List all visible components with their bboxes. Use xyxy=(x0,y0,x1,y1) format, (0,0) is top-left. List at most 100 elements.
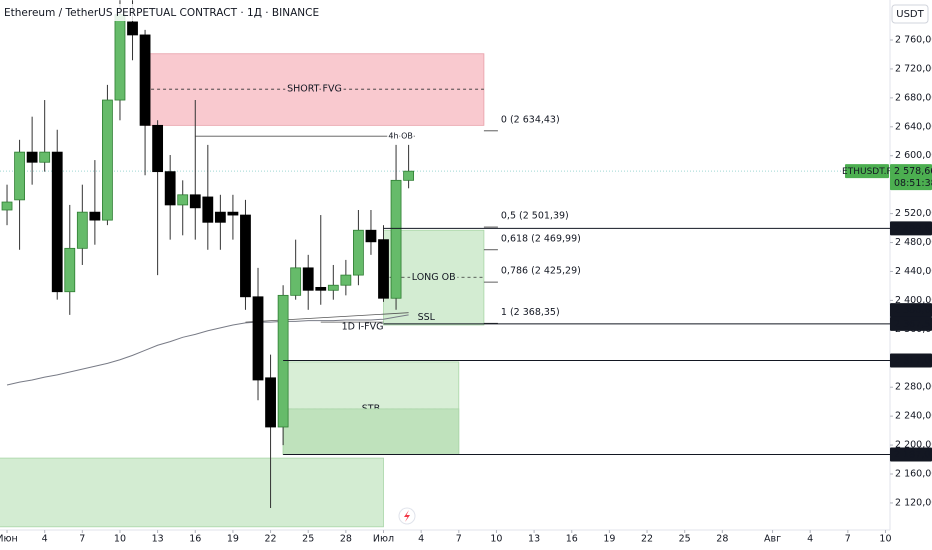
candle-body xyxy=(89,211,101,221)
x-tick-label: 13 xyxy=(528,534,540,545)
candle-body xyxy=(327,284,339,291)
x-tick-label: 10 xyxy=(879,534,891,545)
x-tick-label: 22 xyxy=(265,534,277,545)
x-tick-label: 16 xyxy=(189,534,201,545)
fib-label: 0,786 (2 425,29) xyxy=(501,266,581,277)
y-tick-label: 2 200,00 xyxy=(895,440,932,451)
price-tag xyxy=(890,316,932,331)
x-tick-label: Июн xyxy=(0,534,18,545)
price-tag-label: 2 317,00 xyxy=(894,355,932,366)
candle-body xyxy=(51,151,63,293)
x-tick-label: 10 xyxy=(490,534,502,545)
candle-body xyxy=(164,171,176,206)
candle-body xyxy=(177,194,189,206)
candle-body xyxy=(14,151,25,201)
y-tick-label: 2 160,00 xyxy=(895,469,932,480)
price-tag xyxy=(890,303,932,318)
y-tick-label: 2 240,00 xyxy=(895,411,932,422)
last-price-tag xyxy=(890,164,932,191)
annotation-line xyxy=(245,312,409,323)
y-tick-label: 2 120,00 xyxy=(895,497,932,508)
chart-title: Ethereum / TetherUS PERPETUAL CONTRACT ·… xyxy=(4,7,319,19)
x-tick-label: Июл xyxy=(373,534,394,545)
price-tag-label: 2 187,01 xyxy=(894,449,932,460)
y-tick-label: 2 720,00 xyxy=(895,63,932,74)
x-tick-label: 16 xyxy=(566,534,578,545)
candle-body xyxy=(76,211,88,249)
fib-label: 1 (2 368,35) xyxy=(501,307,560,318)
price-tag xyxy=(890,447,932,462)
zone xyxy=(0,457,384,528)
x-tick-label: 25 xyxy=(679,534,691,545)
x-tick-label: 7 xyxy=(845,534,851,545)
candle-body xyxy=(114,14,126,101)
annotation-label: 4h OB xyxy=(388,132,413,141)
last-price-label: 2 578,66 xyxy=(894,166,932,177)
y-tick-label: 2 520,00 xyxy=(895,208,932,219)
last-price-name-tag xyxy=(845,164,889,179)
candle-body xyxy=(102,99,113,221)
title-bg xyxy=(2,4,272,21)
candle-body xyxy=(353,229,364,276)
candle-body xyxy=(64,247,76,293)
x-tick-label: 19 xyxy=(603,534,615,545)
candle-body xyxy=(26,151,38,163)
last-price-name: ETHUSDT.P xyxy=(842,167,892,177)
y-tick-label: 2 440,00 xyxy=(895,266,932,277)
x-tick-label: Авг xyxy=(764,534,781,545)
annotation-label: 1D I-FVG xyxy=(342,322,384,333)
x-tick-label: 28 xyxy=(340,534,352,545)
price-tag xyxy=(890,221,932,236)
candle-body xyxy=(277,294,289,428)
y-tick-label: 2 680,00 xyxy=(895,92,932,103)
candle-body xyxy=(340,274,352,286)
candle-body xyxy=(39,151,51,163)
fib-label: 0,618 (2 469,99) xyxy=(501,233,581,244)
price-tag-label: 2 367,53 xyxy=(894,319,932,330)
y-tick-label: 2 480,00 xyxy=(895,237,932,248)
x-tick-label: 10 xyxy=(114,534,126,545)
fib-label: 0 (2 634,43) xyxy=(501,114,560,125)
currency-box[interactable] xyxy=(891,4,929,24)
countdown: 08:51:38 xyxy=(894,178,932,189)
price-tag xyxy=(890,353,932,368)
candle-body xyxy=(403,170,415,181)
price-tag-label: 2 499,60 xyxy=(894,223,932,234)
zone xyxy=(282,408,460,455)
candle-body xyxy=(378,239,389,299)
fib-label: 0,5 (2 501,39) xyxy=(501,211,569,222)
candle-body xyxy=(390,179,402,299)
candle-body xyxy=(315,286,327,291)
candle-body xyxy=(252,296,264,381)
candle-body xyxy=(152,124,164,173)
x-tick-label: 13 xyxy=(152,534,164,545)
candle-body xyxy=(240,214,251,298)
x-tick-label: 4 xyxy=(42,534,48,545)
candle-body xyxy=(290,267,302,296)
y-tick-label: 2 640,00 xyxy=(895,121,932,132)
candle-body xyxy=(127,21,138,36)
x-tick-label: 25 xyxy=(302,534,314,545)
y-tick-label: 2 280,00 xyxy=(895,382,932,393)
candle-body xyxy=(227,211,239,216)
x-tick-label: 4 xyxy=(418,534,424,545)
zone-label: SHORT FVG xyxy=(287,84,342,95)
candle-body xyxy=(139,34,151,126)
annotation-label: SSL xyxy=(418,312,436,323)
zone-label: LONG OB xyxy=(412,272,456,283)
candle-body xyxy=(1,201,13,211)
candle-body xyxy=(214,211,226,223)
y-tick-label: 2 600,00 xyxy=(895,150,932,161)
candle-body xyxy=(202,196,214,223)
x-tick-label: 7 xyxy=(456,534,462,545)
events-bolt xyxy=(404,510,410,522)
x-tick-label: 19 xyxy=(227,534,239,545)
price-tag-label: 2 386,63 xyxy=(894,305,932,316)
candle-body xyxy=(302,267,314,291)
x-tick-label: 4 xyxy=(807,534,813,545)
x-tick-label: 28 xyxy=(716,534,728,545)
currency[interactable]: USDT xyxy=(896,9,924,20)
candle-body xyxy=(189,194,201,209)
x-tick-label: 7 xyxy=(79,534,85,545)
